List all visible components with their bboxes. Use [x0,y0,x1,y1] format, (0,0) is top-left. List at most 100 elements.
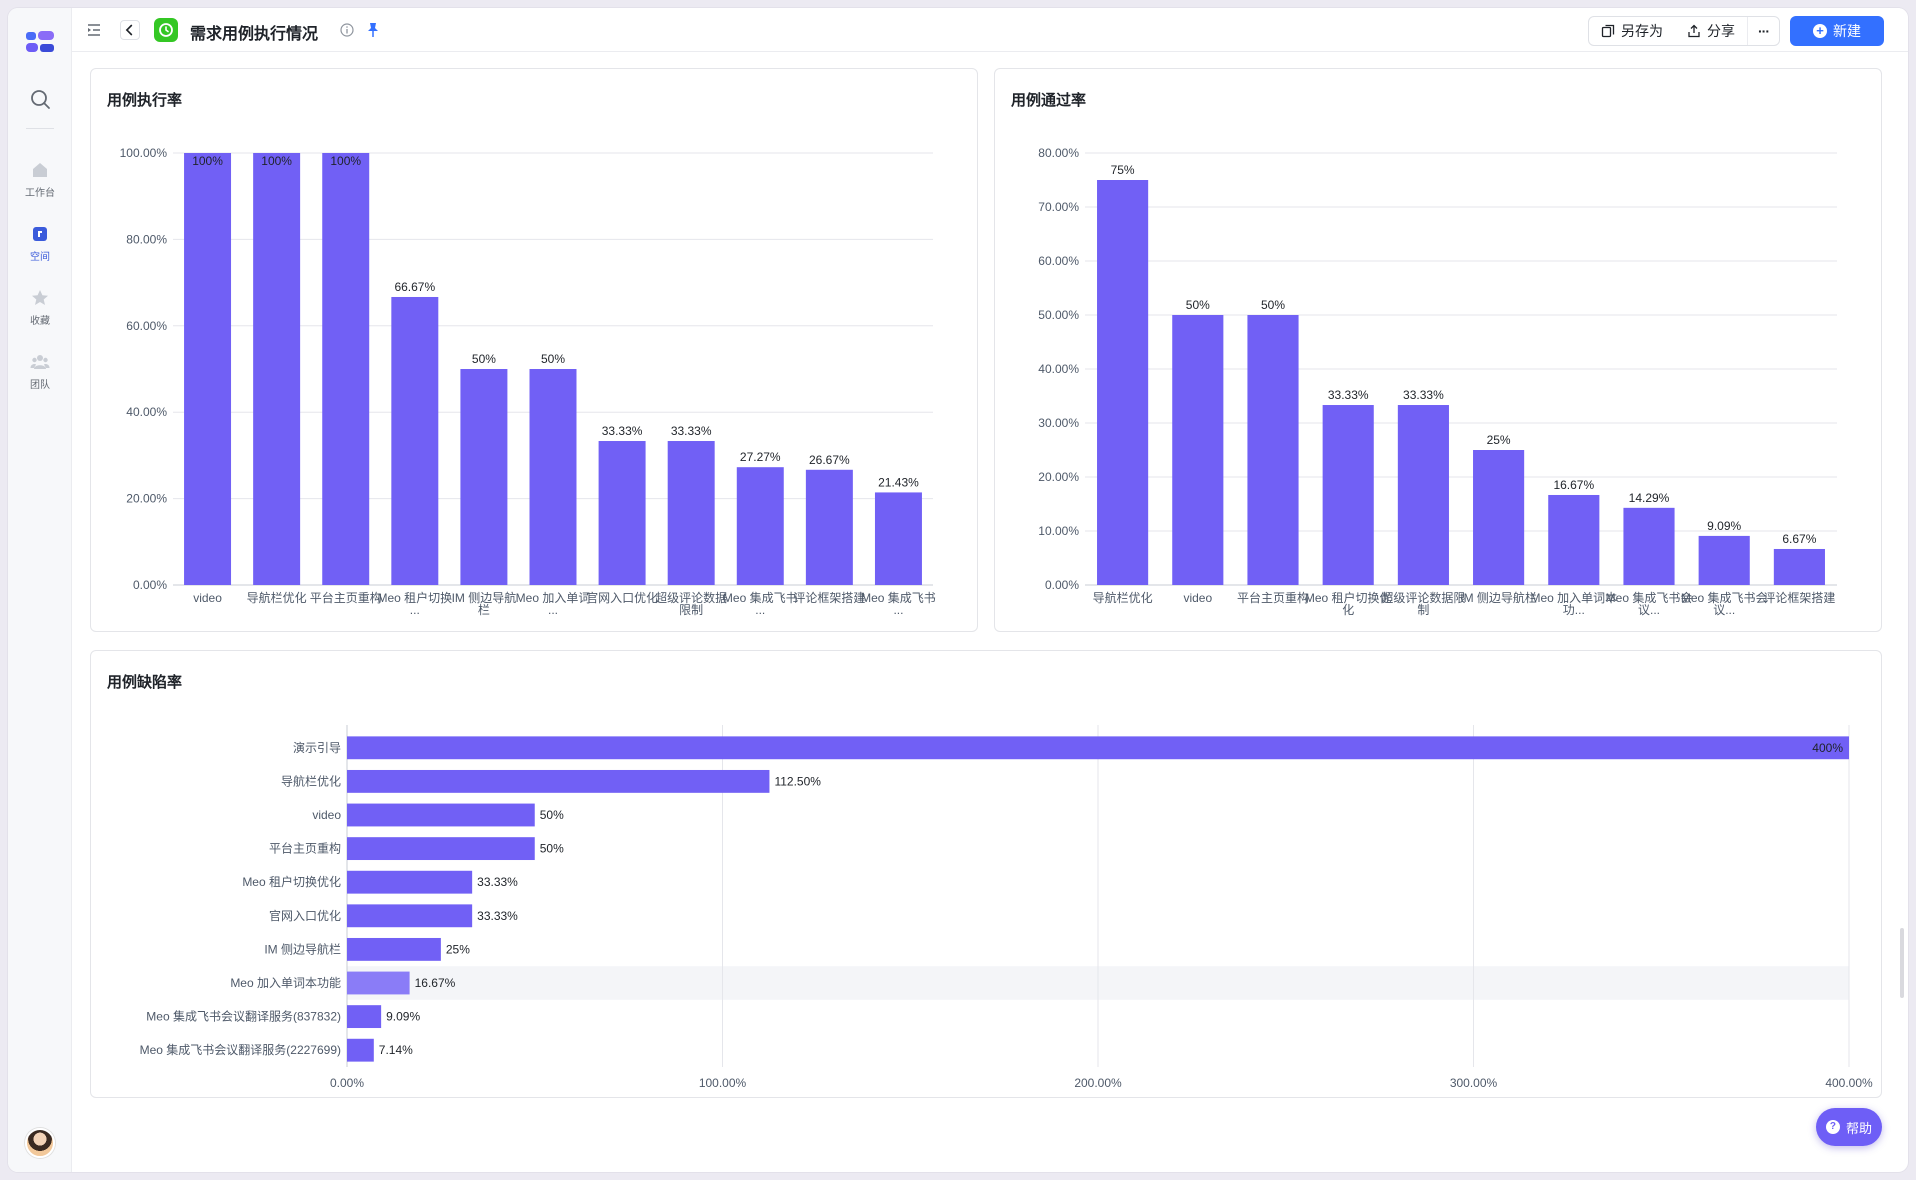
more-icon: ··· [1758,23,1770,39]
bar-value-label: 75% [1111,163,1135,177]
share-label: 分享 [1707,23,1735,39]
bar [1397,405,1449,585]
bar [1623,507,1675,585]
chart-title: 用例缺陷率 [107,674,183,691]
page-title: 需求用例执行情况 [190,26,319,43]
bar-value-label: 100% [192,154,223,168]
x-tick-label: 超级评论数据限 [1381,590,1465,605]
bar-value-label: 14.29% [1629,491,1670,505]
sidebar-item-team[interactable]: 团队 [8,352,72,404]
x-tick-label: 制 [1417,603,1429,617]
x-tick-label: Meo 集成飞书 [861,590,936,605]
bar [347,803,535,827]
sidebar-item-space[interactable]: 空间 [8,224,72,276]
bar-value-label: 33.33% [477,875,518,889]
x-tick-label: 评论框架搭建 [793,591,865,605]
x-tick-label: Meo 租户切换 [377,590,452,605]
plus-circle-icon: + [1813,24,1827,38]
x-tick-label: 平台主页重构 [310,590,382,605]
bar-value-label: 16.67% [1553,478,1594,492]
bar [347,937,441,961]
sidebar-item-workbench[interactable]: 工作台 [8,160,72,212]
x-tick-label: video [193,591,222,605]
bar-value-label: 9.09% [1707,519,1741,533]
bar [1097,180,1149,585]
scrollbar[interactable] [1900,928,1904,998]
x-tick-label: 导航栏优化 [247,590,307,605]
report-app-icon [154,18,178,42]
pass-rate-chart: 0.00% 10.00% 20.00% 30.00% 40.00% 50.00% 60.00… [1038,146,1837,617]
bar [347,870,473,894]
y-tick-label: 平台主页重构 [269,841,341,856]
new-label: 新建 [1833,23,1861,39]
bar [184,153,232,585]
bar-value-label: 25% [1487,433,1511,447]
x-tick-label: 0.00% [330,1076,364,1090]
defect-rate-chart: 0.00% 100.00% 200.00% 300.00% 400.00% 演示引导 400… [140,725,1873,1090]
bar [391,296,439,585]
bar [347,837,535,861]
bar [1698,535,1750,585]
help-button[interactable]: ? 帮助 [1816,1108,1882,1146]
avatar[interactable] [25,1128,55,1158]
x-tick-label: Meo 加入单词本 [1530,591,1617,605]
new-button[interactable]: + 新建 [1790,16,1884,46]
share-button[interactable]: 分享 [1675,17,1747,45]
y-tick-label: 0.00% [133,578,167,592]
bar-value-label: 21.43% [878,475,919,489]
x-tick-label: ... [755,603,765,617]
save-as-button[interactable]: 另存为 [1589,17,1675,45]
bar [322,153,370,585]
pin-icon[interactable] [366,22,380,38]
bar [667,441,715,585]
more-button[interactable]: ··· [1747,17,1779,45]
x-tick-label: Meo 集成飞书会 [1681,590,1768,605]
sidebar: 工作台 空间 收藏 团队 [8,8,72,1172]
sidebar-item-favorites[interactable]: 收藏 [8,288,72,340]
app-logo-icon[interactable] [24,28,56,56]
search-icon[interactable] [29,88,51,110]
info-icon[interactable] [340,23,354,37]
bar-value-label: 25% [446,942,470,956]
bar [460,369,508,585]
bar [347,736,1849,760]
chart-title: 用例执行率 [107,92,183,109]
bar-value-label: 66.67% [394,280,435,294]
back-button[interactable] [120,20,140,40]
question-icon: ? [1825,1120,1840,1134]
bar [347,1038,374,1062]
x-tick-label: 议... [1638,603,1660,617]
bar-value-label: 6.67% [1782,532,1816,546]
bar-value-label: 27.27% [740,450,781,464]
bar [347,904,473,928]
x-tick-label: Meo 加入单词 [516,591,591,605]
bar-value-label: 112.50% [774,774,821,788]
y-tick-label: 40.00% [1038,362,1079,376]
header: 需求用例执行情况 另存为 分享 [72,8,1908,52]
app-window: 工作台 空间 收藏 团队 [8,8,1908,1172]
sidebar-item-label: 收藏 [30,316,50,327]
x-tick-label: Meo 集成飞书会 [1606,590,1693,605]
space-icon [33,227,47,241]
collapse-sidebar-icon[interactable] [86,22,102,38]
bar-value-label: 7.14% [379,1043,413,1057]
x-tick-label: 超级评论数据 [655,590,727,605]
bar [1773,548,1825,585]
share-icon [1688,24,1700,38]
bar-value-label: 33.33% [477,909,518,923]
x-tick-label: 平台主页重构 [1237,590,1309,605]
chart-title: 用例通过率 [1011,92,1087,109]
y-tick-label: Meo 租户切换优化 [242,874,341,889]
y-tick-label: 80.00% [126,232,167,246]
y-tick-label: Meo 加入单词本功能 [230,976,341,990]
star-icon [32,290,48,305]
x-tick-label: ... [893,603,903,617]
y-tick-label: 30.00% [1038,416,1079,430]
chart-card-execution-rate: 用例执行率 0.00% 20.00% 40.00% 60.00% 80.00% 100.0… [90,68,978,632]
y-tick-label: 官网入口优化 [269,908,341,923]
bar-value-label: 33.33% [1403,388,1444,402]
y-tick-label: 10.00% [1038,524,1079,538]
bar [805,469,853,585]
x-tick-label: ... [548,603,558,617]
copy-icon [1601,24,1615,38]
